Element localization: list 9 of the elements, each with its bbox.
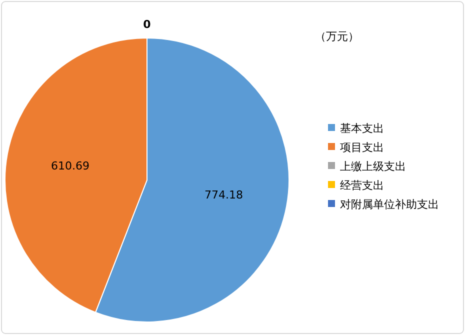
legend-label: 项目支出 (340, 141, 384, 154)
text: （万元） (315, 30, 359, 43)
text: 0 (143, 18, 151, 31)
data-label: 774.18 (204, 188, 244, 202)
legend-label: 基本支出 (340, 122, 384, 135)
legend-label: 对附属单位补助支出 (340, 198, 439, 211)
legend-label: 经营支出 (340, 179, 384, 192)
legend-label: 上缴上级支出 (340, 160, 406, 173)
data-label: 610.69 (50, 160, 90, 173)
